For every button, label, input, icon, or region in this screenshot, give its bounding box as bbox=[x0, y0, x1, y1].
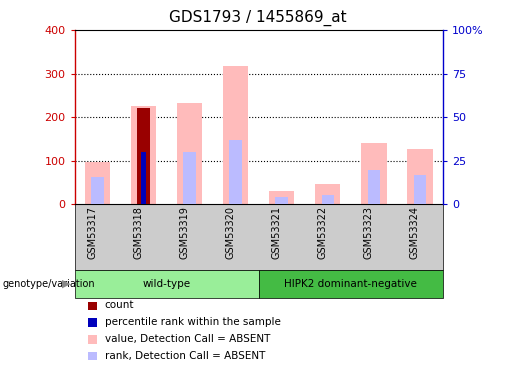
Text: genotype/variation: genotype/variation bbox=[3, 279, 95, 289]
Text: GSM53317: GSM53317 bbox=[88, 206, 98, 259]
Text: count: count bbox=[105, 300, 134, 310]
Text: GSM53318: GSM53318 bbox=[134, 206, 144, 259]
Text: GSM53321: GSM53321 bbox=[272, 206, 282, 259]
Bar bbox=[142, 152, 146, 204]
Text: wild-type: wild-type bbox=[143, 279, 191, 289]
Text: GSM53319: GSM53319 bbox=[180, 206, 190, 259]
Text: GSM53324: GSM53324 bbox=[410, 206, 420, 259]
Bar bbox=[368, 170, 380, 204]
Bar bbox=[131, 106, 157, 204]
Text: GSM53323: GSM53323 bbox=[364, 206, 374, 259]
Bar bbox=[223, 66, 248, 204]
Bar bbox=[414, 175, 426, 204]
Bar bbox=[407, 149, 433, 204]
Bar bbox=[91, 177, 104, 204]
Bar bbox=[183, 152, 196, 204]
Bar bbox=[276, 196, 288, 204]
Bar bbox=[321, 195, 334, 204]
Text: ▶: ▶ bbox=[62, 279, 71, 289]
Bar bbox=[85, 162, 110, 204]
Text: HIPK2 dominant-negative: HIPK2 dominant-negative bbox=[284, 279, 417, 289]
Bar bbox=[361, 143, 387, 204]
Bar bbox=[315, 184, 340, 204]
Text: GSM53320: GSM53320 bbox=[226, 206, 236, 259]
Bar bbox=[138, 152, 150, 204]
Bar bbox=[138, 108, 150, 204]
Text: value, Detection Call = ABSENT: value, Detection Call = ABSENT bbox=[105, 334, 270, 344]
Text: GDS1793 / 1455869_at: GDS1793 / 1455869_at bbox=[169, 9, 346, 26]
Text: GSM53322: GSM53322 bbox=[318, 206, 328, 260]
Bar bbox=[230, 140, 242, 204]
Bar bbox=[269, 191, 295, 204]
Text: percentile rank within the sample: percentile rank within the sample bbox=[105, 317, 281, 327]
Text: rank, Detection Call = ABSENT: rank, Detection Call = ABSENT bbox=[105, 351, 265, 361]
Bar bbox=[177, 103, 202, 204]
